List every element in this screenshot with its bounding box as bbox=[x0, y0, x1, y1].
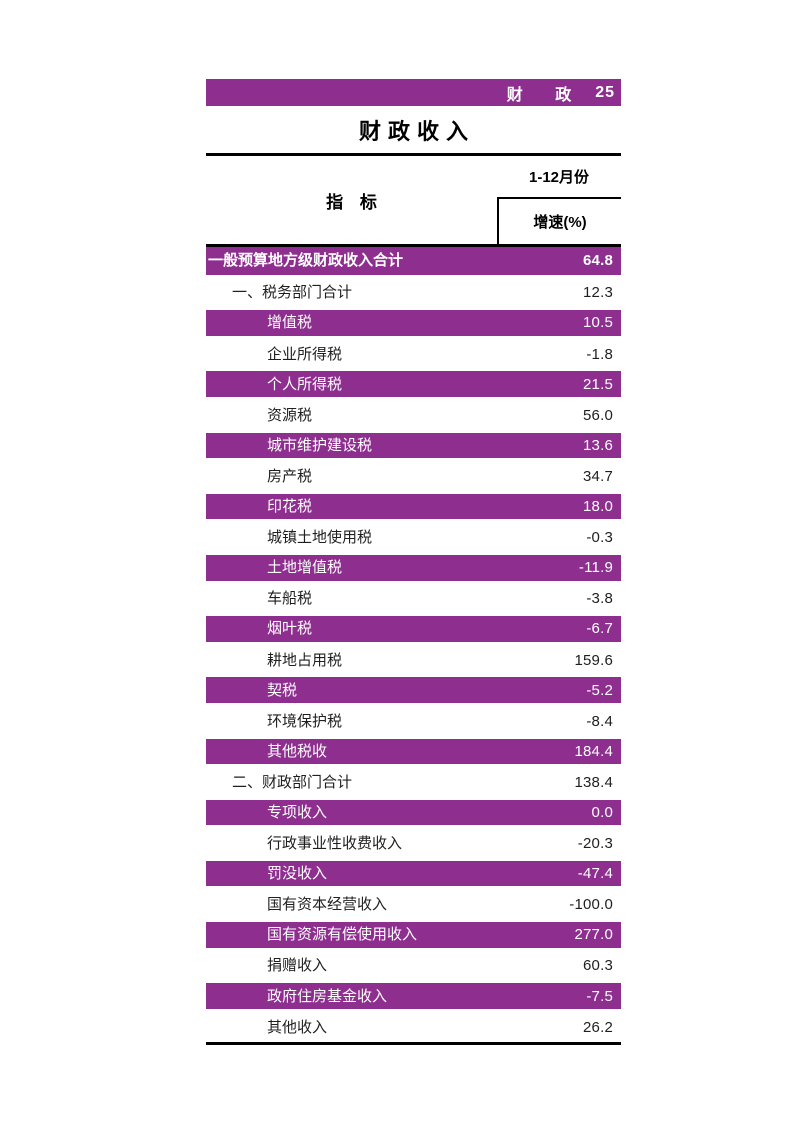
section-label: 财 政 bbox=[506, 86, 586, 104]
row-value: 12.3 bbox=[583, 284, 613, 302]
table-row: 一般预算地方级财政收入合计 64.8 bbox=[206, 247, 621, 278]
table-row: 其他收入 26.2 bbox=[206, 1012, 621, 1043]
page-title: 财政收入 bbox=[358, 118, 475, 144]
row-value: 159.6 bbox=[574, 651, 613, 669]
row-label: 环境保护税 bbox=[267, 712, 343, 730]
page-number: 25 bbox=[595, 83, 615, 101]
metric-header: 增速(%) bbox=[497, 197, 621, 244]
row-label: 其他税收 bbox=[267, 742, 328, 760]
value-column-header: 1-12月份 增速(%) bbox=[497, 156, 621, 244]
row-value: 184.4 bbox=[574, 742, 613, 760]
table-row: 其他税收 184.4 bbox=[206, 736, 621, 768]
row-label: 耕地占用税 bbox=[267, 651, 343, 669]
row-value: -47.4 bbox=[577, 865, 613, 883]
row-value: 26.2 bbox=[583, 1018, 613, 1036]
row-label: 一、税务部门合计 bbox=[232, 284, 353, 302]
top-rule bbox=[206, 153, 621, 156]
row-label: 捐赠收入 bbox=[267, 957, 328, 975]
row-label: 一般预算地方级财政收入合计 bbox=[208, 252, 404, 270]
row-label: 房产税 bbox=[267, 467, 313, 485]
row-value: 10.5 bbox=[583, 314, 613, 332]
row-label: 专项收入 bbox=[267, 803, 328, 821]
table-row: 政府住房基金收入 -7.5 bbox=[206, 981, 621, 1012]
row-label: 契税 bbox=[267, 681, 298, 699]
row-label: 国有资源有偿使用收入 bbox=[267, 926, 418, 944]
row-value: 138.4 bbox=[574, 773, 613, 791]
row-value: -5.2 bbox=[586, 681, 613, 699]
row-value: 13.6 bbox=[583, 436, 613, 454]
table-row: 土地增值税 -11.9 bbox=[206, 552, 621, 584]
row-value: 277.0 bbox=[574, 926, 613, 944]
table-row: 国有资本经营收入 -100.0 bbox=[206, 889, 621, 920]
row-label: 政府住房基金收入 bbox=[267, 987, 388, 1005]
table-row: 烟叶税 -6.7 bbox=[206, 614, 621, 645]
row-value: 64.8 bbox=[583, 252, 613, 270]
row-value: -11.9 bbox=[578, 559, 613, 577]
table-body: 一般预算地方级财政收入合计 64.8 一、税务部门合计 12.3 增值税 10.5 企业所得… bbox=[206, 247, 621, 1042]
row-value: -6.7 bbox=[586, 620, 613, 638]
table-row: 罚没收入 -47.4 bbox=[206, 858, 621, 890]
row-value: -8.4 bbox=[586, 712, 613, 730]
row-value: 0.0 bbox=[591, 803, 613, 821]
row-label: 烟叶税 bbox=[267, 620, 313, 638]
table-row: 契税 -5.2 bbox=[206, 675, 621, 706]
table-row: 国有资源有偿使用收入 277.0 bbox=[206, 920, 621, 951]
table-row: 车船税 -3.8 bbox=[206, 584, 621, 615]
table-row: 行政事业性收费收入 -20.3 bbox=[206, 828, 621, 859]
table-row: 专项收入 0.0 bbox=[206, 797, 621, 829]
row-label: 行政事业性收费收入 bbox=[267, 835, 403, 853]
table-row: 二、财政部门合计 138.4 bbox=[206, 767, 621, 798]
row-value: 21.5 bbox=[583, 375, 613, 393]
header-rule bbox=[206, 244, 621, 247]
period-header: 1-12月份 bbox=[528, 169, 590, 186]
table-row: 增值税 10.5 bbox=[206, 308, 621, 339]
table-row: 耕地占用税 159.6 bbox=[206, 645, 621, 676]
page-content: 财 政 25 财政收入 指 标 1-12月份 增速(%) 一般预算地方级财政收入… bbox=[206, 0, 621, 1046]
row-label: 城镇土地使用税 bbox=[267, 529, 373, 547]
row-label: 增值税 bbox=[267, 314, 313, 332]
row-label: 土地增值税 bbox=[267, 559, 343, 577]
table-row: 城镇土地使用税 -0.3 bbox=[206, 522, 621, 553]
table-row: 一、税务部门合计 12.3 bbox=[206, 278, 621, 309]
indicator-column-header: 指 标 bbox=[326, 192, 383, 212]
table-row: 城市维护建设税 13.6 bbox=[206, 430, 621, 462]
row-value: 60.3 bbox=[583, 957, 613, 975]
row-label: 车船税 bbox=[267, 590, 313, 608]
row-value: -1.8 bbox=[586, 345, 613, 363]
table-row: 资源税 56.0 bbox=[206, 400, 621, 431]
row-value: 34.7 bbox=[583, 467, 613, 485]
table-row: 房产税 34.7 bbox=[206, 461, 621, 492]
row-value: -7.5 bbox=[586, 987, 613, 1005]
table-row: 捐赠收入 60.3 bbox=[206, 951, 621, 982]
row-value: 56.0 bbox=[583, 406, 613, 424]
table-header: 指 标 1-12月份 增速(%) bbox=[206, 156, 621, 244]
row-label: 企业所得税 bbox=[267, 345, 343, 363]
table-row: 个人所得税 21.5 bbox=[206, 369, 621, 400]
row-label: 城市维护建设税 bbox=[267, 436, 373, 454]
row-value: 18.0 bbox=[583, 498, 613, 516]
row-label: 罚没收入 bbox=[267, 865, 328, 883]
row-value: -20.3 bbox=[577, 835, 613, 853]
table-row: 印花税 18.0 bbox=[206, 491, 621, 523]
row-label: 资源税 bbox=[267, 406, 313, 424]
row-label: 二、财政部门合计 bbox=[232, 773, 353, 791]
bottom-rule bbox=[206, 1042, 621, 1046]
row-label: 国有资本经营收入 bbox=[267, 896, 388, 914]
row-label: 印花税 bbox=[267, 498, 313, 516]
row-value: -3.8 bbox=[586, 590, 613, 608]
row-label: 其他收入 bbox=[267, 1018, 328, 1036]
table-row: 企业所得税 -1.8 bbox=[206, 339, 621, 370]
row-value: -100.0 bbox=[569, 896, 613, 914]
section-header-bar: 财 政 25 bbox=[206, 79, 621, 106]
row-value: -0.3 bbox=[586, 529, 613, 547]
row-label: 个人所得税 bbox=[267, 375, 343, 393]
table-row: 环境保护税 -8.4 bbox=[206, 706, 621, 737]
